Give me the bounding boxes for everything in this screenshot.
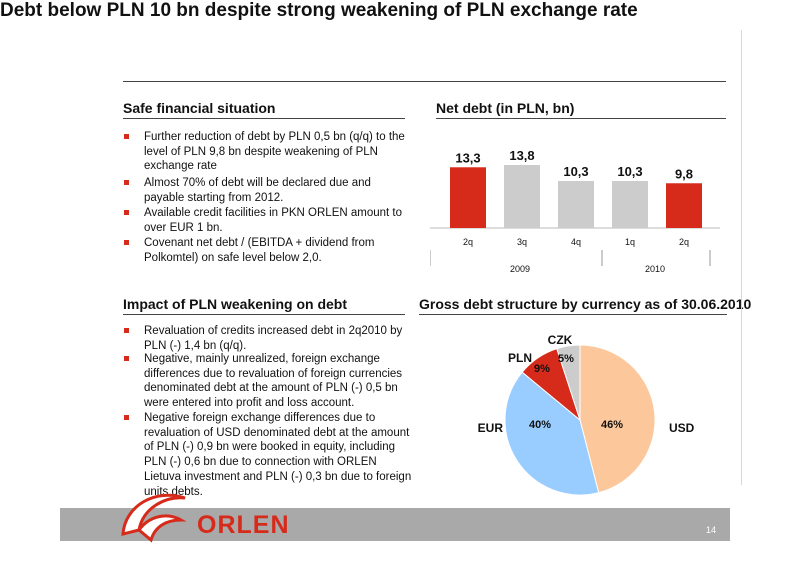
pie-slice: [504, 371, 600, 496]
pie-slice: [579, 344, 656, 494]
bullet-marker: [124, 134, 129, 139]
bullet-text: Negative foreign exchange differences du…: [144, 412, 412, 498]
orlen-logo-text: ORLEN: [197, 511, 290, 539]
orlen-eagle-logo: [121, 493, 187, 543]
safe-heading-rule: [123, 118, 405, 119]
impact-heading: Impact of PLN weakening on debt: [123, 296, 348, 312]
bullet-marker: [124, 328, 129, 333]
group-label: 2010: [645, 264, 665, 274]
bullet-item: Negative foreign exchange differences du…: [124, 411, 414, 499]
bullet-item: Negative, mainly unrealized, foreign exc…: [124, 352, 414, 411]
group-label: 2009: [510, 264, 530, 274]
x-tick-label: 4q: [571, 237, 581, 247]
pie-value-label: 9%: [534, 363, 550, 375]
bullet-item: Revaluation of credits increased debt in…: [124, 324, 414, 353]
bar-value-label: 10,3: [563, 164, 588, 179]
footer-bar: [60, 508, 730, 541]
right-margin-line: [741, 30, 742, 485]
bullet-text: Revaluation of credits increased debt in…: [144, 325, 403, 352]
bullet-text: Negative, mainly unrealized, foreign exc…: [144, 353, 403, 410]
bullet-item: Further reduction of debt by PLN 0,5 bn …: [124, 130, 414, 174]
pie-category-label: EUR: [478, 421, 504, 435]
bullet-marker: [124, 180, 129, 185]
bar-value-label: 13,8: [509, 148, 534, 163]
bullet-text: Covenant net debt / (EBITDA + dividend f…: [144, 237, 375, 264]
page-number: 14: [706, 525, 717, 535]
bar: [450, 167, 486, 228]
gross-debt-heading-rule: [419, 314, 727, 315]
bullet-marker: [124, 356, 129, 361]
pie-slice: [556, 344, 581, 421]
pie-category-label: PLN: [508, 351, 532, 365]
bar: [558, 180, 594, 228]
net-debt-heading-rule: [436, 118, 726, 119]
pie-category-label: USD: [669, 421, 695, 435]
bullet-marker: [124, 210, 129, 215]
pie-value-label: 46%: [601, 419, 623, 431]
x-tick-label: 1q: [625, 237, 635, 247]
pie-value-label: 5%: [558, 353, 574, 365]
gross-debt-heading: Gross debt structure by currency as of 3…: [419, 296, 752, 312]
bullet-marker: [124, 240, 129, 245]
pie-value-label: 40%: [529, 419, 551, 431]
pie-category-label: CZK: [548, 333, 573, 347]
safe-heading: Safe financial situation: [123, 100, 276, 116]
x-tick-label: 2q: [463, 237, 473, 247]
bar: [666, 183, 702, 228]
bar-value-label: 9,8: [675, 166, 693, 181]
bar-value-label: 13,3: [455, 150, 480, 165]
x-tick-label: 2q: [679, 237, 689, 247]
bullet-text: Available credit facilities in PKN ORLEN…: [144, 207, 403, 234]
net-debt-heading: Net debt (in PLN, bn): [436, 100, 575, 116]
bar: [504, 165, 540, 228]
bar: [612, 180, 648, 228]
impact-heading-rule: [123, 314, 405, 315]
title-underline: [123, 81, 726, 82]
bullet-text: Almost 70% of debt will be declared due …: [144, 177, 371, 204]
bullet-item: Covenant net debt / (EBITDA + dividend f…: [124, 236, 414, 265]
gross-debt-pie-chart: 46% USD 40% EUR 9%PLN 5% CZK: [478, 333, 695, 496]
bullet-text: Further reduction of debt by PLN 0,5 bn …: [144, 131, 405, 173]
bullet-item: Almost 70% of debt will be declared due …: [124, 176, 414, 205]
bullet-marker: [124, 415, 129, 420]
bullet-item: Available credit facilities in PKN ORLEN…: [124, 206, 414, 235]
net-debt-bar-chart: 13,3 2q 13,8 3q 10,3 4q 10,3 1q 9,8 2q 2009 2010: [430, 148, 720, 274]
slide-title: Debt below PLN 10 bn despite strong weak…: [0, 0, 638, 21]
bar-value-label: 10,3: [617, 164, 642, 179]
x-tick-label: 3q: [517, 237, 527, 247]
